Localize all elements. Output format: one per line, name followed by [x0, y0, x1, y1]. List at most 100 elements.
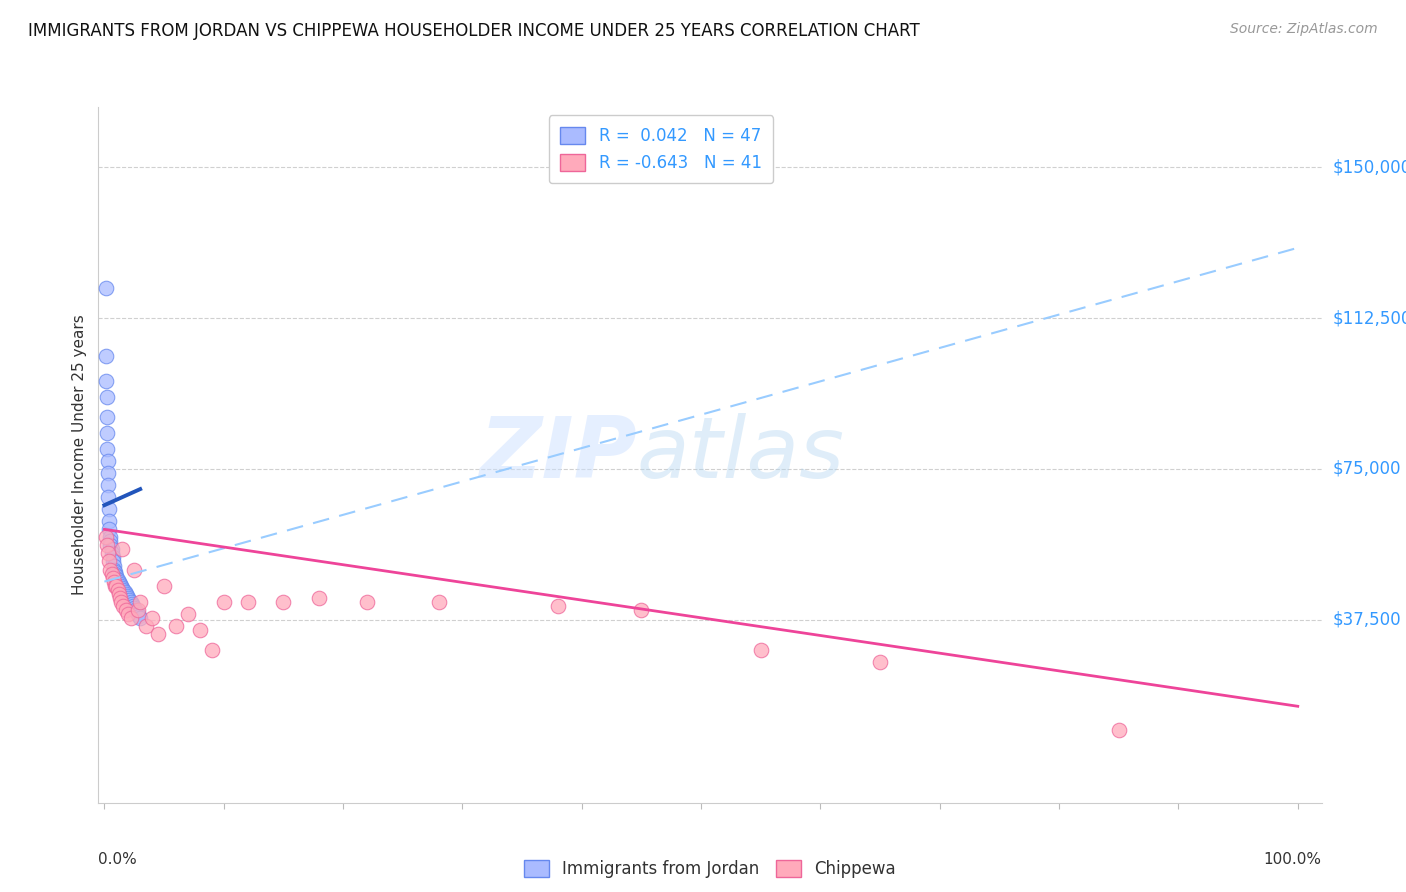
Point	[117, 591, 139, 605]
Point	[427, 595, 450, 609]
Point	[188, 623, 211, 637]
Point	[201, 643, 224, 657]
Point	[104, 566, 127, 581]
Point	[101, 554, 124, 568]
Point	[97, 466, 120, 480]
Point	[96, 390, 118, 404]
Point	[98, 534, 121, 549]
Point	[94, 530, 117, 544]
Point	[273, 595, 295, 609]
Point	[96, 538, 118, 552]
Point	[118, 592, 141, 607]
Point	[153, 579, 176, 593]
Point	[112, 582, 135, 597]
Point	[97, 478, 120, 492]
Point	[96, 425, 118, 440]
Point	[547, 599, 569, 613]
Point	[146, 627, 169, 641]
Point	[115, 589, 138, 603]
Point	[98, 514, 121, 528]
Legend: Immigrants from Jordan, Chippewa: Immigrants from Jordan, Chippewa	[517, 854, 903, 885]
Text: Source: ZipAtlas.com: Source: ZipAtlas.com	[1230, 22, 1378, 37]
Point	[128, 608, 150, 623]
Point	[94, 350, 117, 364]
Point	[101, 550, 124, 565]
Point	[107, 573, 129, 587]
Point	[127, 603, 149, 617]
Point	[100, 546, 122, 560]
Point	[122, 599, 145, 613]
Point	[105, 571, 128, 585]
Point	[111, 581, 134, 595]
Point	[141, 611, 163, 625]
Point	[129, 611, 152, 625]
Point	[107, 582, 129, 597]
Point	[1108, 723, 1130, 738]
Text: 0.0%: 0.0%	[98, 852, 138, 866]
Point	[129, 595, 152, 609]
Point	[100, 542, 122, 557]
Point	[98, 538, 121, 552]
Point	[630, 603, 652, 617]
Point	[97, 546, 120, 560]
Point	[97, 490, 120, 504]
Point	[212, 595, 235, 609]
Text: $112,500: $112,500	[1333, 310, 1406, 327]
Point	[98, 562, 121, 576]
Point	[94, 281, 117, 295]
Point	[103, 562, 125, 576]
Point	[135, 619, 157, 633]
Point	[105, 568, 128, 582]
Point	[121, 597, 143, 611]
Point	[112, 599, 135, 613]
Point	[308, 591, 330, 605]
Point	[177, 607, 200, 621]
Point	[108, 576, 131, 591]
Point	[115, 603, 138, 617]
Text: $37,500: $37,500	[1333, 611, 1402, 629]
Point	[96, 442, 118, 456]
Point	[124, 603, 146, 617]
Point	[125, 605, 148, 619]
Point	[98, 522, 121, 536]
Point	[356, 595, 378, 609]
Point	[117, 607, 139, 621]
Point	[111, 542, 134, 557]
Point	[94, 374, 117, 388]
Point	[97, 454, 120, 468]
Point	[101, 571, 124, 585]
Point	[749, 643, 772, 657]
Point	[108, 591, 131, 605]
Point	[107, 587, 129, 601]
Point	[165, 619, 187, 633]
Point	[100, 566, 122, 581]
Point	[105, 579, 128, 593]
Text: $150,000: $150,000	[1333, 159, 1406, 177]
Text: $75,000: $75,000	[1333, 460, 1402, 478]
Point	[98, 554, 121, 568]
Text: atlas: atlas	[637, 413, 845, 497]
Y-axis label: Householder Income Under 25 years: Householder Income Under 25 years	[72, 315, 87, 595]
Point	[103, 558, 125, 573]
Text: 100.0%: 100.0%	[1264, 852, 1322, 866]
Point	[110, 579, 132, 593]
Text: IMMIGRANTS FROM JORDAN VS CHIPPEWA HOUSEHOLDER INCOME UNDER 25 YEARS CORRELATION: IMMIGRANTS FROM JORDAN VS CHIPPEWA HOUSE…	[28, 22, 920, 40]
Point	[104, 565, 127, 579]
Point	[103, 574, 125, 589]
Text: ZIP: ZIP	[479, 413, 637, 497]
Point	[120, 611, 142, 625]
Point	[122, 562, 145, 576]
Point	[96, 409, 118, 424]
Point	[236, 595, 259, 609]
Point	[120, 595, 142, 609]
Point	[110, 595, 132, 609]
Point	[98, 530, 121, 544]
Point	[98, 502, 121, 516]
Point	[114, 584, 136, 599]
Point	[127, 607, 149, 621]
Point	[115, 587, 138, 601]
Point	[122, 600, 145, 615]
Point	[869, 655, 891, 669]
Point	[104, 579, 127, 593]
Point	[107, 574, 129, 589]
